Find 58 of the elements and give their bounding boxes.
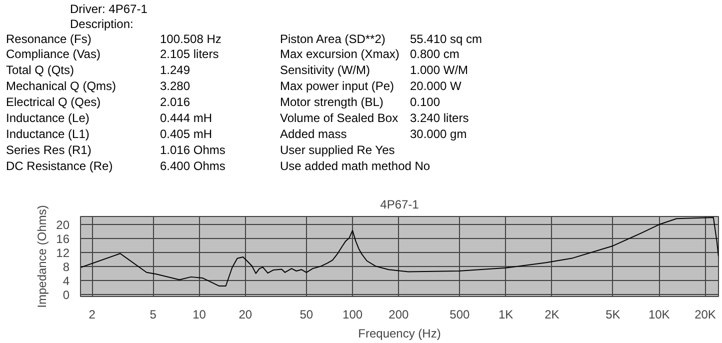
- x-tick-label: 5K: [606, 308, 620, 322]
- text: 3.240 liters: [410, 110, 469, 127]
- text: Max power input (Pe): [280, 78, 394, 95]
- text: 0.444 mH: [160, 110, 212, 127]
- x-tick-label: 500: [450, 308, 470, 322]
- text: 2.105 liters: [160, 46, 219, 63]
- text: Driver: 4P67-1: [70, 1, 148, 18]
- text: Motor strength (BL): [280, 94, 384, 111]
- text: Description:: [70, 16, 134, 33]
- text: 30.000 gm: [410, 126, 467, 143]
- text: 0.100: [410, 94, 440, 111]
- text: 0.800 cm: [410, 46, 460, 63]
- text: 2.016: [160, 94, 190, 111]
- text: 0.405 mH: [160, 126, 212, 143]
- x-tick-label: 10K: [648, 308, 670, 322]
- text: Electrical Q (Qes): [6, 94, 101, 111]
- y-tick-label: 16: [56, 232, 70, 246]
- text: DC Resistance (Re): [6, 158, 113, 175]
- y-tick-label: 12: [56, 246, 70, 260]
- text: Piston Area (SD**2): [280, 31, 386, 48]
- text: Series Res (R1): [6, 142, 92, 159]
- text: 1.249: [160, 62, 190, 79]
- y-tick-label: 8: [62, 260, 70, 274]
- text: 20.000 W: [410, 78, 462, 95]
- text: Total Q (Qts): [6, 62, 74, 79]
- text: Resonance (Fs): [6, 31, 92, 48]
- text: Compliance (Vas): [6, 46, 100, 63]
- text: User supplied Re Yes: [280, 142, 395, 159]
- y-tick-label: 0: [62, 288, 70, 302]
- text: Sensitivity (W/M): [280, 62, 370, 79]
- text: 100.508 Hz: [160, 31, 222, 48]
- text: 6.400 Ohms: [160, 158, 226, 175]
- text: Volume of Sealed Box: [280, 110, 398, 127]
- text: 3.280: [160, 78, 190, 95]
- text: Inductance (L1): [6, 126, 90, 143]
- x-tick-label: 20K: [694, 308, 716, 322]
- y-tick-label: 4: [62, 274, 70, 288]
- y-tick-label: 20: [56, 218, 70, 232]
- text: Use added math method No: [280, 158, 430, 175]
- x-tick-label: 2: [88, 308, 96, 322]
- x-tick-label: 5: [150, 308, 157, 322]
- x-tick-label: 50: [300, 308, 314, 322]
- text: 1.016 Ohms: [160, 142, 226, 159]
- text: Added mass: [280, 126, 347, 143]
- text: Inductance (Le): [6, 110, 90, 127]
- chart-title: 4P67-1: [380, 198, 420, 212]
- text: 1.000 W/M: [410, 62, 468, 79]
- text: Mechanical Q (Qms): [6, 78, 116, 95]
- y-axis-title: Impedance (Ohms): [35, 205, 50, 308]
- x-tick-label: 2K: [544, 308, 560, 322]
- x-tick-label: 20: [238, 308, 252, 322]
- text: Max excursion (Xmax): [280, 46, 400, 63]
- x-axis-title: Frequency (Hz): [358, 326, 441, 340]
- text: 55.410 sq cm: [410, 31, 482, 48]
- x-tick-label: 1K: [498, 308, 514, 322]
- x-tick-label: 200: [388, 308, 410, 322]
- x-tick-label: 10: [192, 308, 206, 322]
- x-tick-label: 100: [342, 308, 363, 322]
